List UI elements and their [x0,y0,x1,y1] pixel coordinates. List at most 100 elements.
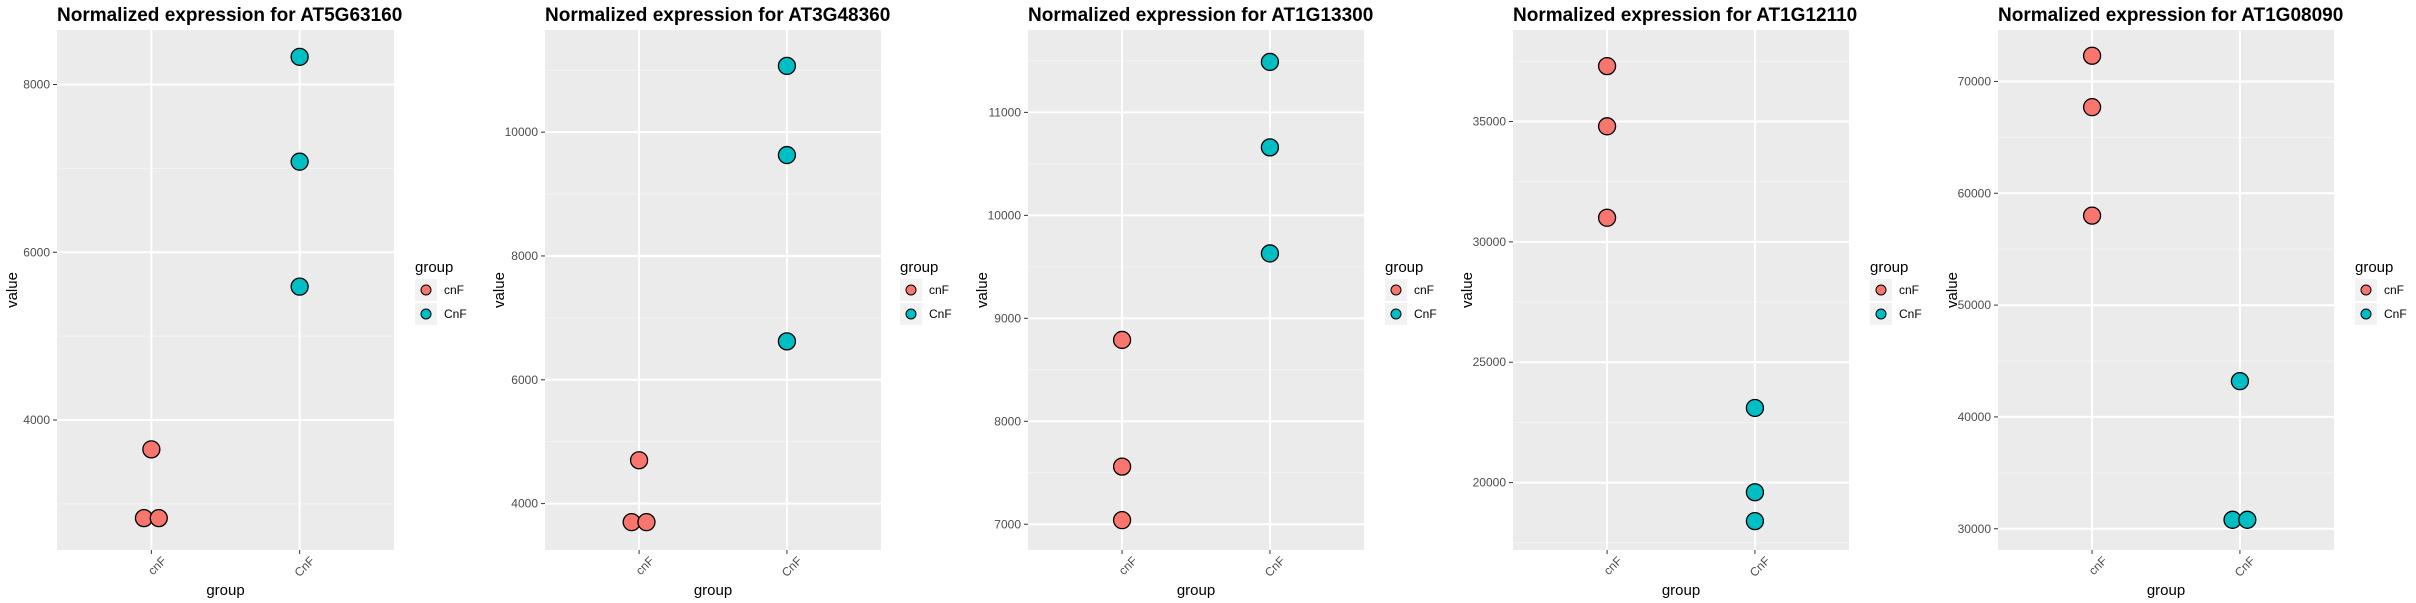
data-point-cnf [637,512,656,532]
plot-panel [57,30,394,550]
data-point-cnf [1745,483,1765,502]
x-axis-label: group [694,582,732,599]
legend-label: cnF [929,283,949,297]
y-tick-label: 9000 [994,311,1021,325]
legend-label: CnF [1899,307,1922,321]
legend-label: CnF [1414,307,1437,321]
y-tick-label: 8000 [994,414,1021,428]
y-tick-label: 35000 [1473,114,1507,128]
y-tick-label: 10000 [988,208,1022,222]
y-tick-label: 11000 [989,105,1022,119]
data-point-cnf [2082,206,2102,225]
data-point-cnf [290,152,309,171]
data-point-cnf [142,440,161,459]
y-axis-label: value [1459,272,1476,308]
data-point-cnf [1112,510,1132,530]
x-axis-label: group [2147,582,2185,599]
y-tick-label: 7000 [994,517,1021,531]
y-tick-label: 30000 [1958,522,1992,536]
data-point-cnf [290,277,309,296]
legend: group cnF CnF [2355,259,2407,325]
plot-panel [1513,30,1849,550]
x-tick-label: cnF [1116,554,1140,578]
legend-key-cnf [1390,308,1402,320]
data-point-cnf [2230,371,2250,391]
legend-key-cnf [2360,284,2372,296]
data-point-cnf [149,508,168,528]
data-point-cnf [2238,510,2257,529]
legend-title: group [1385,259,1423,276]
x-tick-label: CnF [1747,554,1773,580]
y-tick-label: 6000 [511,373,538,387]
y-tick-label: 6000 [23,245,50,259]
data-point-cnf [777,56,797,76]
legend-key-cnf [1875,308,1887,320]
legend-label: CnF [2384,307,2407,321]
x-tick-label: CnF [292,554,318,580]
plot-panel [1998,30,2334,550]
legend: group cnF CnF [1385,259,1437,325]
data-point-cnf [777,332,797,351]
data-point-cnf [1112,457,1132,476]
y-tick-label: 8000 [23,78,50,92]
y-tick-label: 20000 [1473,476,1507,490]
legend-title: group [2355,259,2393,276]
x-tick-label: CnF [2232,554,2258,580]
data-point-cnf [2082,98,2102,117]
x-axis-label: group [206,582,244,599]
y-axis-label: value [974,272,991,308]
chart-title: Normalized expression for AT5G63160 [57,5,402,26]
x-tick-label: cnF [2086,554,2110,578]
y-tick-label: 4000 [23,413,50,427]
legend-title: group [1870,259,1908,276]
y-tick-label: 70000 [1958,74,1992,88]
x-tick-label: CnF [1262,554,1288,580]
y-axis-label: value [491,272,508,308]
chart-panel-1: 4000 6000 8000 cnF CnF Normalized expression … [4,5,467,599]
x-tick-label: CnF [779,554,805,580]
x-tick-label: cnF [145,554,169,578]
x-axis-label: group [1177,582,1215,599]
x-axis-label: group [1662,582,1700,599]
chart-panel-4: 20000 25000 30000 35000 cnF CnF Normalized exp… [1459,5,1922,599]
plot-panel [545,30,881,550]
y-axis-label: value [1944,272,1961,308]
data-point-cnf [290,47,309,66]
legend-key-cnf [1875,284,1887,296]
chart-title: Normalized expression for AT1G13300 [1028,5,1373,26]
legend-title: group [415,259,453,276]
legend-key-cnf [420,308,432,320]
legend-label: cnF [2384,283,2404,297]
legend-title: group [900,259,938,276]
legend-label: CnF [444,307,467,321]
data-point-cnf [777,145,797,165]
legend-label: cnF [1414,283,1434,297]
chart-title: Normalized expression for AT1G08090 [1998,5,2343,26]
data-point-cnf [1112,330,1132,350]
data-point-cnf [629,451,649,470]
legend-key-cnf [1390,284,1402,296]
chart-title: Normalized expression for AT1G12110 [1513,5,1857,26]
data-point-cnf [1597,56,1617,76]
y-tick-label: 8000 [511,249,538,263]
chart-panel-2: 4000 6000 8000 10000 cnF CnF Normalized expres… [491,5,952,599]
y-tick-label: 4000 [511,497,538,511]
legend-label: cnF [444,283,464,297]
y-axis-label: value [4,272,21,308]
x-tick-label: cnF [1601,554,1625,578]
chart-panel-3: 7000 8000 9000 10000 11000 cnF CnF Normalized e… [974,5,1437,599]
data-point-cnf [1597,117,1617,136]
legend-key-cnf [905,284,917,296]
plot-panel [1028,30,1364,550]
data-point-cnf [1745,511,1765,531]
data-point-cnf [1260,244,1280,263]
y-tick-label: 60000 [1958,186,1992,200]
y-tick-label: 40000 [1958,410,1992,424]
legend-key-cnf [905,308,917,320]
legend-key-cnf [420,284,432,296]
y-tick-label: 30000 [1473,235,1507,249]
data-point-cnf [1597,208,1617,227]
legend: group cnF CnF [415,259,467,325]
data-point-cnf [1260,138,1280,157]
